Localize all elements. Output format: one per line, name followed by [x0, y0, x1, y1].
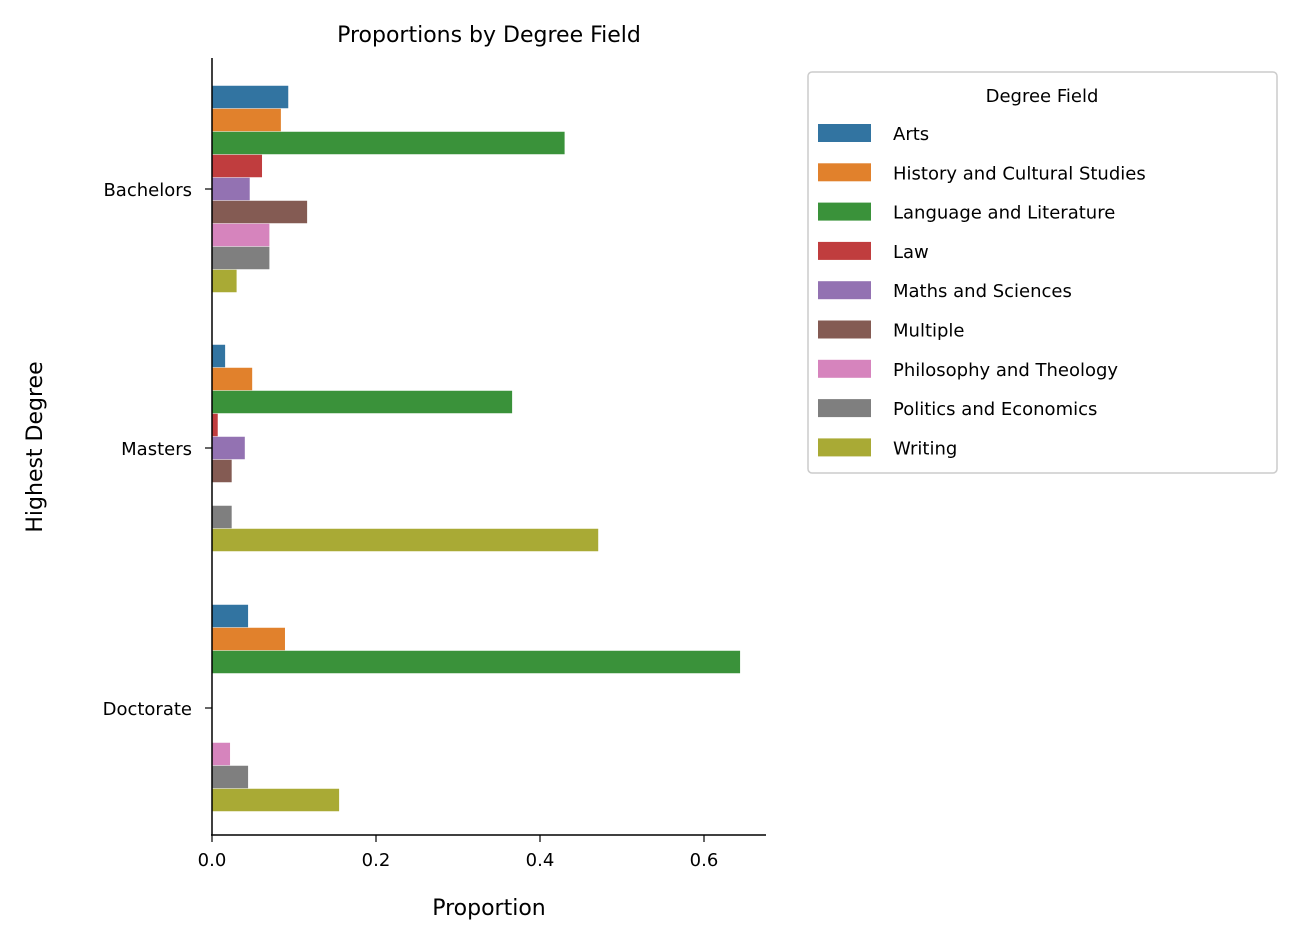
legend-swatch [818, 163, 871, 182]
legend: Degree Field Arts History and Cultural St… [807, 71, 1278, 474]
x-tick-label: 0.0 [198, 850, 227, 871]
bar-masters-arts [212, 344, 226, 368]
bar-bachelors-multiple [212, 200, 308, 224]
bar-bachelors-maths-and-sciences [212, 177, 250, 201]
legend-swatch [818, 359, 871, 378]
axes [211, 58, 766, 836]
y-ticks: Bachelors Masters Doctorate [103, 180, 212, 720]
y-tick-label: Bachelors [103, 180, 192, 201]
bar-bachelors-arts [212, 85, 289, 109]
legend-label: Philosophy and Theology [893, 360, 1118, 381]
bars [212, 85, 741, 812]
bar-doctorate-writing [212, 788, 340, 812]
legend-swatch [818, 281, 871, 300]
legend-swatch [818, 438, 871, 457]
legend-swatch [818, 320, 871, 339]
x-tick-label: 0.2 [362, 850, 391, 871]
legend-label: Language and Literature [893, 203, 1115, 224]
legend-title: Degree Field [986, 86, 1099, 107]
legend-label: Politics and Economics [893, 399, 1097, 420]
legend-label: Multiple [893, 321, 965, 342]
bar-bachelors-writing [212, 269, 237, 293]
y-tick-label: Masters [121, 439, 192, 460]
bar-masters-law [212, 413, 218, 437]
bar-doctorate-history-and-cultural-studies [212, 627, 285, 651]
legend-swatch [818, 241, 871, 260]
bar-masters-maths-and-sciences [212, 436, 245, 460]
legend-label: Law [893, 242, 929, 263]
bar-doctorate-language-and-literature [212, 650, 741, 674]
bar-doctorate-philosophy-and-theology [212, 742, 231, 766]
x-axis-label: Proportion [432, 896, 546, 921]
legend-swatch [818, 399, 871, 418]
bar-bachelors-history-and-cultural-studies [212, 108, 281, 132]
legend-frame [807, 71, 1278, 474]
x-ticks: 0.0 0.2 0.4 0.6 [198, 835, 719, 871]
bar-masters-politics-and-economics [212, 505, 232, 529]
bar-bachelors-language-and-literature [212, 131, 565, 155]
legend-label: Writing [893, 438, 957, 459]
y-axis-label: Highest Degree [23, 361, 48, 532]
bar-doctorate-politics-and-economics [212, 765, 249, 789]
x-tick-label: 0.4 [526, 850, 555, 871]
bar-doctorate-arts [212, 604, 249, 628]
legend-label: History and Cultural Studies [893, 163, 1146, 184]
bar-masters-language-and-literature [212, 390, 513, 414]
legend-swatch [818, 202, 871, 221]
x-tick-label: 0.6 [690, 850, 719, 871]
legend-label: Arts [893, 124, 929, 145]
bar-masters-multiple [212, 459, 232, 483]
bar-masters-history-and-cultural-studies [212, 367, 253, 391]
bar-bachelors-politics-and-economics [212, 246, 270, 270]
bar-masters-writing [212, 528, 599, 552]
y-tick-label: Doctorate [103, 699, 192, 720]
legend-label: Maths and Sciences [893, 281, 1072, 302]
bar-bachelors-law [212, 154, 263, 178]
legend-swatch [818, 124, 871, 142]
chart-title: Proportions by Degree Field [337, 23, 641, 48]
bar-bachelors-philosophy-and-theology [212, 223, 270, 247]
